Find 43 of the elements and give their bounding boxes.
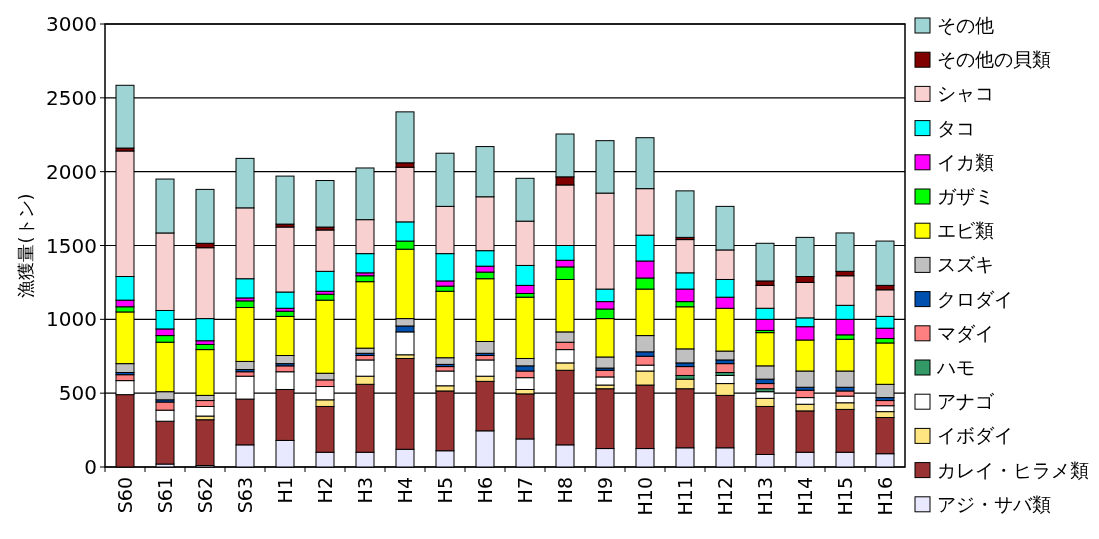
- legend-label: スズキ: [937, 253, 994, 276]
- y-tick-label: 1500: [46, 233, 97, 258]
- legend-label: クロダイ: [937, 287, 1013, 310]
- legend-label: シャコ: [937, 82, 994, 105]
- legend-label: ガザミ: [937, 185, 994, 207]
- legend-label: イボダイ: [937, 424, 1013, 447]
- legend-label: その他の貝類: [937, 48, 1051, 71]
- x-tick-label: H3: [354, 477, 376, 504]
- legend-label: その他: [937, 14, 994, 36]
- x-tick-label: H2: [314, 477, 336, 504]
- x-tick-label: H12: [714, 477, 736, 516]
- x-tick-label: H15: [834, 477, 856, 516]
- x-tick-label: H7: [514, 477, 536, 504]
- legend-label: マダイ: [937, 321, 994, 344]
- x-tick-label: H9: [594, 477, 616, 504]
- y-tick-label: 3000: [46, 12, 97, 36]
- legend-label: ハモ: [936, 356, 975, 378]
- y-tick-label: 0: [84, 455, 97, 479]
- legend-label: エビ類: [937, 219, 994, 242]
- x-tick-label: H13: [754, 477, 776, 516]
- x-tick-label: S60: [114, 477, 136, 514]
- x-tick-label: H5: [434, 477, 456, 504]
- x-tick-label: H11: [674, 477, 696, 516]
- x-tick-label: H1: [274, 477, 296, 504]
- legend-label: アナゴ: [937, 390, 995, 413]
- x-tick-label: S61: [154, 477, 176, 514]
- x-tick-label: S62: [194, 477, 216, 514]
- legend-label: タコ: [937, 116, 975, 139]
- y-tick-label: 2000: [46, 159, 97, 184]
- y-tick-label: 1000: [46, 307, 97, 332]
- y-axis-title: 漁獲量(トン): [15, 193, 36, 298]
- x-tick-label: H10: [634, 477, 656, 516]
- legend-label: イカ類: [937, 150, 994, 173]
- x-tick-label: H6: [474, 477, 496, 504]
- x-tick-label: S63: [234, 477, 256, 514]
- legend-label: カレイ・ヒラメ類: [937, 458, 1089, 481]
- x-tick-label: H16: [874, 477, 896, 516]
- y-tick-label: 500: [58, 381, 97, 406]
- y-tick-label: 2500: [46, 85, 97, 110]
- legend-label: アジ・サバ類: [937, 492, 1051, 515]
- x-tick-label: H8: [554, 477, 576, 504]
- x-tick-label: H4: [394, 477, 416, 504]
- x-tick-label: H14: [794, 477, 816, 516]
